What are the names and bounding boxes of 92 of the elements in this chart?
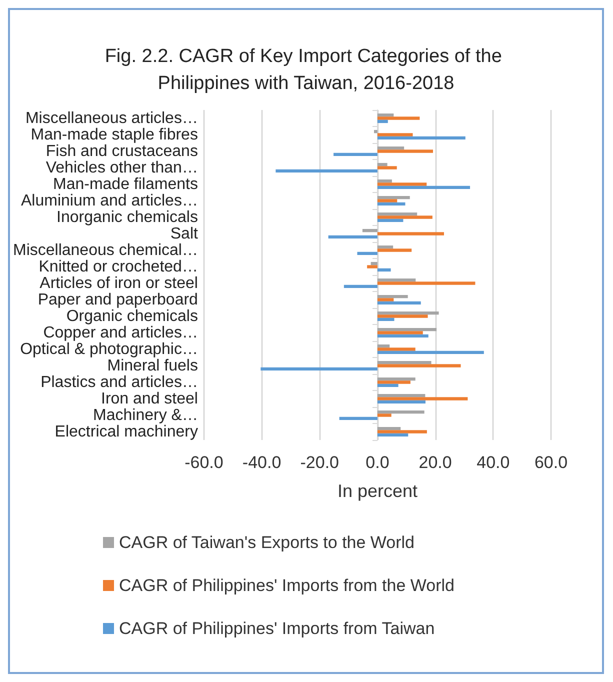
bar	[377, 182, 427, 186]
x-tick-label: 40.0	[476, 453, 510, 472]
bar	[377, 350, 484, 354]
x-tick-label: -20.0	[300, 453, 340, 472]
y-tick-label: Optical & photographic…	[20, 340, 198, 358]
bar	[370, 262, 378, 266]
x-axis-title: In percent	[337, 481, 418, 501]
y-tick-label: Aluminium and articles…	[21, 192, 198, 210]
bar	[377, 400, 426, 404]
bar	[377, 232, 444, 236]
bar	[367, 265, 378, 268]
bar	[377, 334, 428, 338]
bar	[377, 202, 406, 206]
bar	[377, 113, 394, 117]
bar	[377, 166, 397, 170]
x-tick-label: -40.0	[242, 453, 282, 472]
bar	[377, 426, 401, 430]
bar	[377, 298, 394, 302]
bar	[276, 169, 378, 173]
y-tick-label: Miscellaneous articles…	[25, 110, 198, 127]
bar	[377, 318, 394, 322]
bar	[377, 196, 410, 200]
bar	[377, 328, 436, 332]
y-tick-label: Iron and steel	[101, 390, 198, 408]
bar	[377, 282, 476, 285]
legend-label: CAGR of Philippines' Imports from the World	[119, 576, 454, 595]
bar	[377, 216, 432, 219]
bar	[339, 416, 378, 420]
x-tick-label: 0.0	[366, 453, 390, 472]
bar	[377, 294, 408, 298]
bar	[377, 377, 416, 381]
bar	[377, 212, 418, 216]
bar	[377, 301, 421, 305]
bar	[377, 430, 427, 434]
bar	[328, 235, 378, 239]
y-tick-label: Knitted or crocheted…	[38, 258, 198, 276]
y-tick-label: Paper and paperboard	[38, 291, 198, 308]
y-tick-label: Miscellaneous chemical…	[12, 242, 198, 259]
bar	[377, 116, 420, 120]
bar	[377, 314, 428, 318]
y-tick-label: Articles of iron or steel	[40, 274, 198, 292]
bar	[377, 120, 388, 124]
y-tick-label: Plastics and articles…	[40, 374, 198, 391]
bar	[362, 228, 378, 232]
bar	[377, 179, 392, 183]
bar	[377, 186, 470, 190]
y-tick-label: Electrical machinery	[54, 423, 198, 440]
legend-label: CAGR of Taiwan's Exports to the World	[119, 533, 415, 552]
bar	[377, 146, 404, 150]
bar	[374, 130, 378, 134]
bar	[377, 150, 434, 153]
bar	[377, 364, 461, 368]
legend-label: CAGR of Philippines' Imports from Taiwan	[119, 619, 435, 638]
y-tick-label: Mineral fuels	[107, 357, 198, 374]
bar	[377, 136, 466, 140]
y-tick-label: Fish and crustaceans	[46, 142, 198, 160]
bar	[377, 410, 424, 414]
bar	[357, 252, 378, 256]
bar	[377, 218, 404, 222]
chart-title: Fig. 2.2. CAGR of Key Import Categories of the Philippines with Taiwan, 2016-2018	[104, 46, 508, 94]
bar	[377, 414, 392, 417]
bar	[377, 394, 426, 398]
bar	[377, 133, 413, 136]
x-tick-label: -60.0	[184, 453, 224, 472]
bar	[377, 311, 439, 315]
bar	[377, 199, 398, 202]
bar	[377, 380, 410, 384]
bar	[377, 331, 423, 334]
y-tick-label: Organic chemicals	[66, 308, 198, 325]
bar	[377, 268, 391, 272]
bar	[377, 344, 390, 348]
bar	[377, 278, 416, 282]
bar	[377, 348, 416, 351]
y-tick-label: Copper and articles…	[43, 324, 198, 342]
y-tick-label: Salt	[170, 225, 199, 242]
y-tick-label: Inorganic chemicals	[56, 208, 198, 226]
bar	[377, 360, 432, 364]
bar	[377, 248, 412, 252]
y-tick-label: Vehicles other than…	[46, 159, 198, 176]
bar	[377, 384, 398, 388]
bar	[377, 433, 408, 437]
bar	[260, 367, 378, 371]
bar	[377, 162, 388, 166]
y-tick-label: Machinery &…	[93, 406, 198, 424]
bar	[344, 284, 378, 288]
x-tick-label: 20.0	[418, 453, 452, 472]
bar	[334, 152, 378, 156]
y-tick-label: Man-made filaments	[53, 176, 198, 193]
bar	[377, 397, 468, 400]
y-tick-label: Man-made staple fibres	[30, 126, 198, 144]
x-tick-label: 60.0	[534, 453, 568, 472]
bar	[377, 245, 394, 249]
